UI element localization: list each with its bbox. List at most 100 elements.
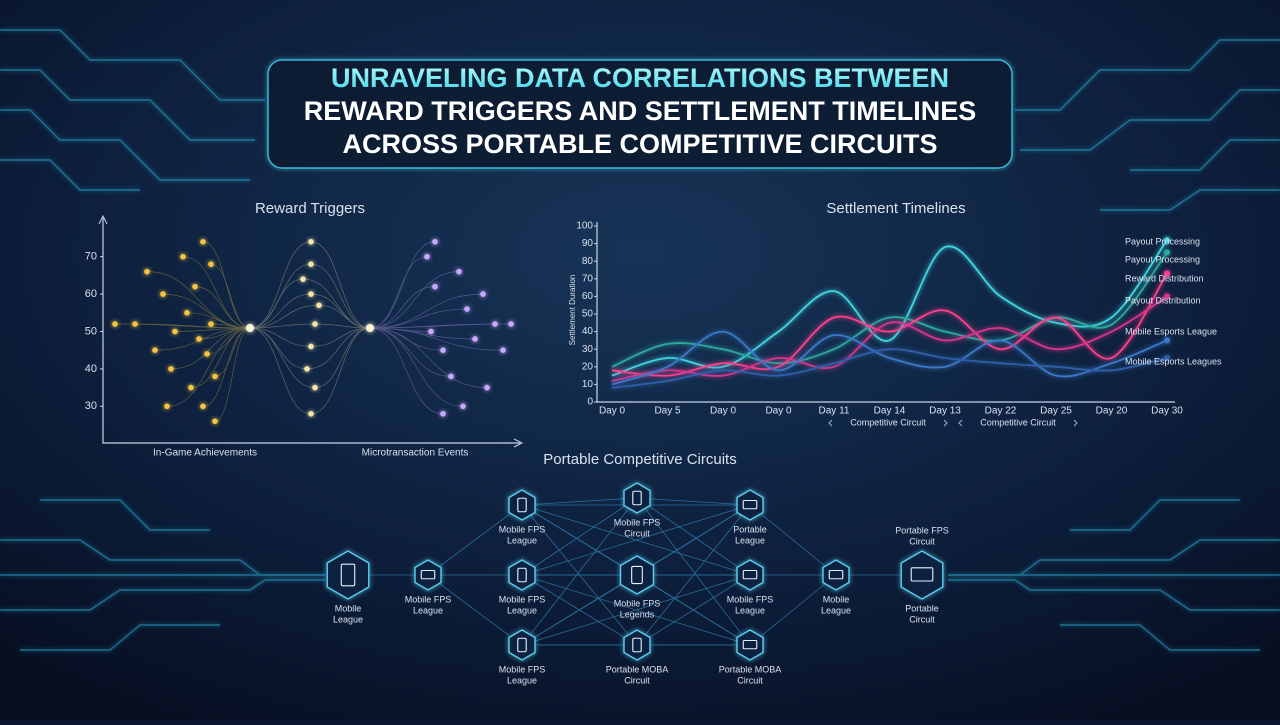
x-tick-label: Day 14: [874, 406, 906, 417]
connector: [146, 271, 251, 329]
series-line: [611, 348, 1168, 389]
series-line: [611, 330, 1168, 386]
edge: [636, 504, 751, 646]
point: [448, 373, 454, 380]
node: [736, 489, 764, 521]
connector: [369, 308, 468, 329]
y-tick-label: 40: [582, 326, 594, 337]
connector: [318, 304, 371, 329]
node: [508, 559, 536, 591]
connector: [249, 327, 316, 388]
node: [326, 550, 370, 600]
axis-arrow: [98, 214, 524, 448]
title-line: ACROSS PORTABLE COMPETITIVE CIRCUITS: [342, 129, 937, 159]
point: [112, 321, 118, 327]
point: [308, 261, 314, 267]
connector: [310, 263, 371, 329]
chart-title: Reward Triggers: [255, 200, 365, 217]
point: [472, 336, 478, 342]
point: [168, 366, 174, 372]
connector: [369, 323, 496, 329]
connector: [369, 327, 476, 340]
x-tick-label: Day 0: [599, 406, 626, 417]
point: [424, 253, 430, 260]
legend-label: Mobile Esports Leagues: [1125, 356, 1222, 366]
point: [308, 410, 314, 417]
hub: [246, 324, 254, 332]
node: [736, 629, 764, 661]
edge: [636, 504, 751, 576]
connector: [202, 241, 251, 329]
connector: [186, 312, 251, 329]
point: [188, 384, 194, 391]
connections: [114, 241, 512, 422]
point: [172, 328, 178, 335]
connector: [369, 327, 444, 415]
point: [200, 238, 206, 245]
node: [619, 555, 655, 595]
node-label: Circuit: [624, 675, 650, 685]
x-axis-label: Microtransaction Events: [362, 448, 469, 459]
y-tick-label: 50: [582, 309, 594, 320]
title-line: UNRAVELING DATA CORRELATIONS BETWEEN: [331, 63, 949, 93]
point: [144, 268, 150, 275]
point: [132, 321, 138, 327]
node: [623, 482, 651, 514]
legend-label: Payout Processing: [1125, 254, 1200, 264]
point: [308, 291, 314, 297]
chart-title: Settlement Timelines: [826, 200, 965, 217]
point: [312, 321, 318, 327]
node-label: Portable MOBA: [606, 664, 669, 674]
point: [460, 403, 466, 410]
node-label: League: [333, 614, 363, 624]
node-icon: [632, 637, 642, 653]
connector: [194, 286, 251, 329]
series-line: [611, 239, 1168, 377]
connector: [249, 327, 308, 370]
node: [508, 629, 536, 661]
point: [492, 321, 498, 327]
connector: [249, 327, 312, 347]
y-tick-label: 10: [582, 379, 594, 390]
connector: [369, 241, 436, 329]
series-line: [611, 295, 1168, 382]
end-point: [1164, 270, 1170, 277]
node-icon: [742, 639, 758, 650]
connector: [154, 327, 251, 351]
edge: [636, 497, 751, 506]
point: [500, 347, 506, 354]
point: [160, 291, 166, 297]
chevron: [958, 419, 1078, 427]
legend-label: Mobile Esports League: [1125, 326, 1217, 336]
point: [208, 261, 214, 267]
node-icon: [742, 499, 758, 510]
connector: [182, 256, 251, 329]
edge: [427, 504, 523, 576]
series-line: [611, 273, 1168, 377]
point: [432, 283, 438, 290]
end-point: [1164, 355, 1170, 361]
connector: [314, 327, 371, 388]
node-icon: [631, 565, 643, 585]
node-label: Mobile FPS: [405, 594, 452, 604]
connector: [310, 241, 371, 329]
node-label: League: [507, 605, 537, 615]
x-tick-label: Day 5: [654, 406, 681, 417]
point: [184, 310, 190, 316]
x-tick-label: Day 22: [985, 406, 1017, 417]
annotation: Competitive Circuit: [850, 417, 926, 427]
y-tick-label: 30: [85, 400, 97, 412]
connector: [369, 293, 484, 329]
connector: [210, 323, 251, 329]
end-point: [1164, 293, 1170, 300]
x-tick-label: Day 11: [819, 406, 850, 417]
y-axis-label: Settlement Duration: [568, 275, 577, 346]
connector: [369, 271, 460, 329]
connector: [162, 293, 251, 329]
connector: [306, 327, 371, 370]
connector: [202, 327, 251, 407]
node-label: League: [821, 605, 851, 615]
connector: [134, 323, 251, 329]
point: [212, 373, 218, 380]
edge: [521, 497, 638, 576]
